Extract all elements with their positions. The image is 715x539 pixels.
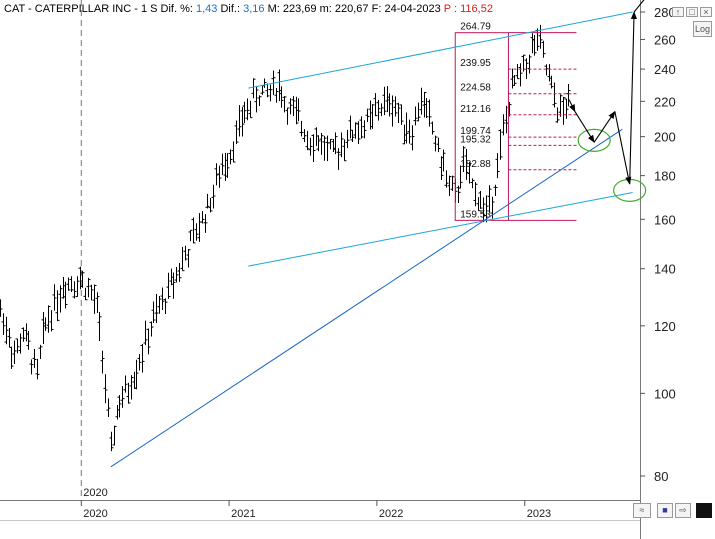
date-value: 24-04-2023 [384,3,441,15]
dif-pct-value: 1,43 [195,3,218,15]
year-divider-label: 2020 [83,487,107,499]
window-up-icon[interactable]: ↑ [672,7,684,17]
target-ellipse [577,128,611,152]
color-icon[interactable] [696,503,712,518]
projection-arrow [574,111,595,143]
window-restore-icon[interactable]: □ [686,7,698,17]
fib-level-label: 212.16 [460,104,491,115]
p-value: 116,52 [460,3,493,15]
chart-header: CAT - CATERPILLAR INC - 1 S Dif. %: 1,43… [4,3,493,15]
dif-pct-label: Dif. %: [160,3,193,15]
fib-level-label: 239.95 [460,58,491,69]
instrument-name: CATERPILLAR INC [34,3,132,15]
window-close-icon[interactable]: × [700,7,712,17]
y-tick-label: 240 [654,62,676,77]
compare-icon[interactable]: ≈ [633,503,651,518]
projection-arrow [614,111,632,185]
symbol: CAT [4,3,25,15]
trendline [248,11,633,89]
fib-level-label: 264.79 [460,22,491,33]
trendline [248,191,633,267]
y-tick-label: 220 [654,94,676,109]
y-tick-label: 160 [654,212,676,227]
y-tick-label: 280 [654,5,676,20]
y-tick-label: 180 [654,169,676,184]
fib-level-label: 182.88 [460,159,491,170]
x-tick-label: 2021 [231,508,255,520]
timeframe: 1 S [140,3,158,15]
x-tick-label: 2023 [527,508,551,520]
dif-value: 3,16 [243,3,265,15]
y-tick-label: 80 [654,469,668,484]
dif-label: Dif.: [220,3,241,15]
fib-level-label: 199.74 [460,126,491,137]
projection-arrow [568,99,576,113]
y-tick-label: 140 [654,262,676,277]
y-tick-label: 120 [654,319,676,334]
projection-arrow [593,110,616,143]
max-label: M: [267,3,280,15]
zoom-icon[interactable]: ⇨ [675,503,691,518]
max-value: 223,69 [282,3,317,15]
date-label: F: [371,3,382,15]
x-tick-label: 2020 [83,508,107,520]
y-tick-label: 200 [654,130,676,145]
fib-level-label: 224.58 [460,83,491,94]
fib-level-label: 159.53 [460,209,491,220]
min-label: m: [319,3,332,15]
trendline [110,128,623,468]
log-toggle[interactable]: Log [693,21,712,37]
fib-level-label: 195.32 [460,134,491,145]
p-label: P : [443,3,458,15]
save-icon[interactable]: ■ [657,503,673,518]
y-tick-label: 100 [654,386,676,401]
x-tick-label: 2022 [379,508,403,520]
fib-box [454,32,509,221]
ohlc-bars [0,24,571,452]
min-value: 220,67 [334,3,369,15]
projection-arrow [633,0,645,13]
projection-arrow [629,11,637,184]
y-tick-label: 260 [654,32,676,47]
